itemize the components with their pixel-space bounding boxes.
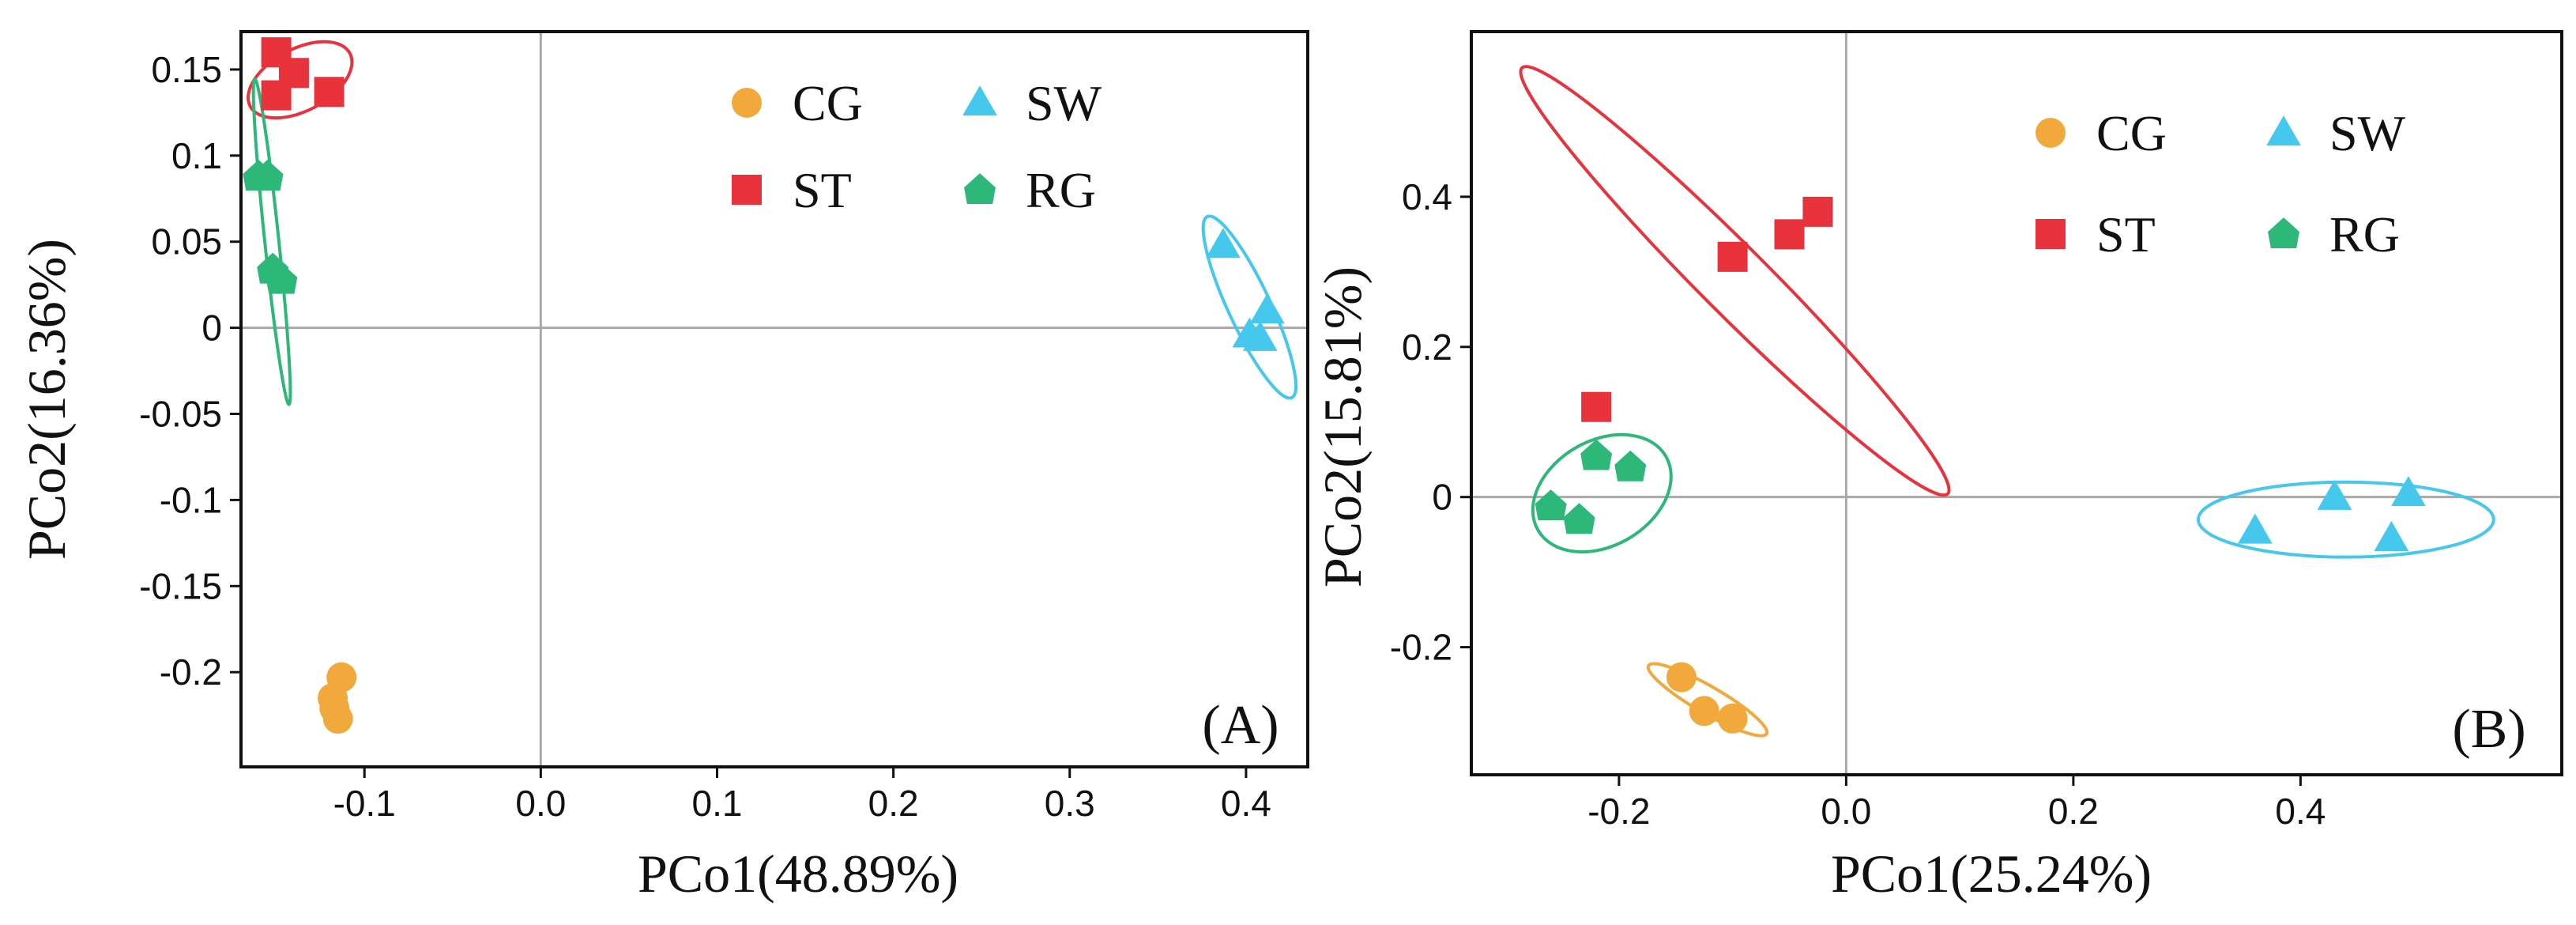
y-tick-label: -0.15: [139, 565, 222, 606]
data-point-st: [1717, 241, 1748, 272]
data-point-sw: [1206, 228, 1241, 259]
legend-marker-st: [2036, 219, 2066, 249]
y-tick-label: 0: [201, 308, 222, 349]
y-tick-label: 0: [1432, 477, 1452, 518]
legend: CG ST SW RG: [732, 75, 1102, 218]
x-tick-label: 0.2: [2048, 791, 2099, 832]
y-tick-label: 0.1: [171, 135, 222, 176]
y-axis-title: PCo2(15.81%): [1312, 266, 1373, 587]
legend-label-rg: RG: [1026, 162, 1096, 218]
data-point-sw: [1242, 320, 1278, 351]
y-tick-label: 0.15: [151, 49, 222, 90]
x-tick-label: -0.2: [1587, 791, 1650, 832]
data-point-rg: [251, 160, 284, 191]
y-tick-label: -0.05: [139, 394, 222, 435]
pcoa-panel-a: -0.1 0.0 0.1 0.2 0.3 0.4 0.15 0.1 0.05 0 -0.05 -0.1…: [17, 30, 1309, 904]
data-point-sw: [2374, 521, 2409, 552]
legend-label-cg: CG: [793, 75, 863, 131]
y-axis-title: PCo2(16.36%): [17, 239, 77, 560]
data-point-rg: [1614, 450, 1647, 481]
confidence-ellipse-sw: [2197, 480, 2495, 559]
data-point-cg: [1717, 703, 1748, 734]
legend: CG ST SW RG: [2036, 105, 2406, 262]
data-point-rg: [1563, 503, 1595, 534]
legend-label-rg: RG: [2329, 206, 2400, 262]
legend-marker-cg: [2036, 118, 2066, 148]
legend-label-st: ST: [2096, 206, 2156, 262]
confidence-ellipse-rg: [1531, 432, 1673, 554]
legend-marker-cg: [732, 88, 762, 118]
y-tick-label: -0.2: [160, 651, 222, 693]
data-point-sw: [2391, 476, 2426, 507]
plot-frame: [239, 30, 1309, 768]
data-point-sw: [1249, 293, 1285, 323]
legend-marker-sw: [2266, 115, 2301, 146]
data-point-rg: [1535, 489, 1567, 521]
data-point-st: [1581, 391, 1612, 422]
data-point-sw: [2238, 513, 2273, 544]
legend-marker-rg: [2268, 217, 2299, 249]
legend-label-st: ST: [793, 162, 852, 218]
data-point-cg: [1666, 662, 1697, 693]
y-tick-label: 0.2: [1402, 327, 1452, 368]
legend-marker-rg: [964, 173, 996, 205]
data-point-sw: [2317, 479, 2352, 510]
legend-marker-sw: [962, 85, 997, 116]
data-point-rg: [1580, 439, 1613, 470]
x-tick-label: 0.4: [1221, 783, 1271, 824]
x-tick-label: 0.0: [515, 783, 566, 824]
panel-label: (B): [2452, 699, 2525, 760]
x-tick-label: 0.2: [868, 783, 919, 824]
pcoa-panel-b: -0.2 0.0 0.2 0.4 0.4 0.2 0 -0.2 PCo1(25.24%) PCo2…: [1312, 30, 2563, 904]
data-point-st: [1774, 219, 1805, 250]
panel-label: (A): [1202, 695, 1279, 756]
data-point-st: [261, 80, 292, 111]
x-axis-title: PCo1(25.24%): [1831, 844, 2152, 904]
confidence-ellipse-st: [1519, 65, 1951, 497]
x-axis-title: PCo1(48.89%): [638, 844, 958, 904]
x-tick-label: 0.1: [692, 783, 743, 824]
data-point-cg: [319, 693, 350, 723]
x-tick-label: 0.0: [1821, 791, 1871, 832]
data-point-st: [314, 77, 345, 108]
x-tick-label: -0.1: [333, 783, 396, 824]
data-point-cg: [1689, 696, 1719, 727]
y-tick-label: -0.2: [1390, 627, 1452, 668]
confidence-ellipse-sw: [1201, 214, 1298, 400]
y-tick-label: -0.1: [160, 479, 222, 520]
legend-label-sw: SW: [1026, 75, 1102, 131]
y-tick-label: 0.4: [1402, 176, 1452, 217]
x-tick-label: 0.4: [2275, 791, 2326, 832]
data-point-st: [1802, 196, 1833, 227]
legend-label-sw: SW: [2329, 105, 2406, 161]
plot-frame: [1470, 30, 2563, 776]
y-tick-label: 0.05: [151, 221, 222, 262]
legend-label-cg: CG: [2096, 105, 2167, 161]
confidence-ellipse-rg: [251, 77, 292, 406]
data-point-rg: [266, 262, 298, 294]
legend-marker-st: [732, 175, 762, 205]
x-tick-label: 0.3: [1045, 783, 1095, 824]
